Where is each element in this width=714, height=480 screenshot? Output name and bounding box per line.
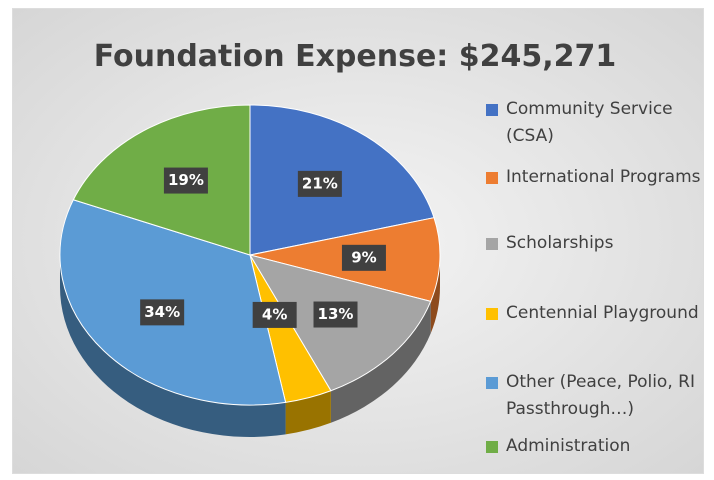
legend-swatch [486, 308, 498, 320]
data-label: 19% [168, 171, 204, 189]
data-label: 13% [318, 305, 354, 323]
data-label: 21% [302, 174, 338, 192]
legend-label: Community Service (CSA) [506, 99, 673, 146]
chart-title: Foundation Expense: $245,271 [94, 39, 617, 74]
data-label: 4% [262, 305, 287, 323]
legend-label: International Programs [506, 167, 701, 187]
legend-entry: Other (Peace, Polio, RI Passthrough…) [486, 369, 706, 423]
data-label-bg [140, 299, 185, 326]
pie-slice [249, 104, 435, 256]
legend-swatch [486, 104, 498, 116]
legend-label: Centennial Playground [506, 303, 699, 323]
legend-label: Administration [506, 436, 631, 456]
legend-swatch [486, 377, 498, 389]
pie-slice [72, 104, 251, 256]
legend-label: Other (Peace, Polio, RI Passthrough…) [506, 372, 695, 419]
data-label-bg [163, 167, 208, 194]
pie-slice-side [60, 255, 286, 437]
legend-entry: International Programs [486, 164, 706, 191]
pie-slice-side [430, 255, 440, 334]
legend-entry: Scholarships [486, 230, 706, 257]
legend-entry: Centennial Playground [486, 300, 706, 327]
data-label-bg [341, 244, 386, 271]
pie-slice-side [330, 301, 431, 423]
legend-swatch [486, 238, 498, 250]
data-label-bg [313, 301, 358, 328]
data-label-bg [297, 170, 342, 197]
pie-slice-side [285, 390, 331, 435]
legend-entry: Administration [486, 433, 706, 460]
legend-swatch [486, 172, 498, 184]
legend-label: Scholarships [506, 233, 614, 253]
data-label-bg [252, 301, 297, 328]
data-label: 9% [351, 248, 376, 266]
legend-swatch [486, 441, 498, 453]
legend-entry: Community Service (CSA) [486, 96, 706, 150]
data-label: 34% [144, 303, 180, 321]
